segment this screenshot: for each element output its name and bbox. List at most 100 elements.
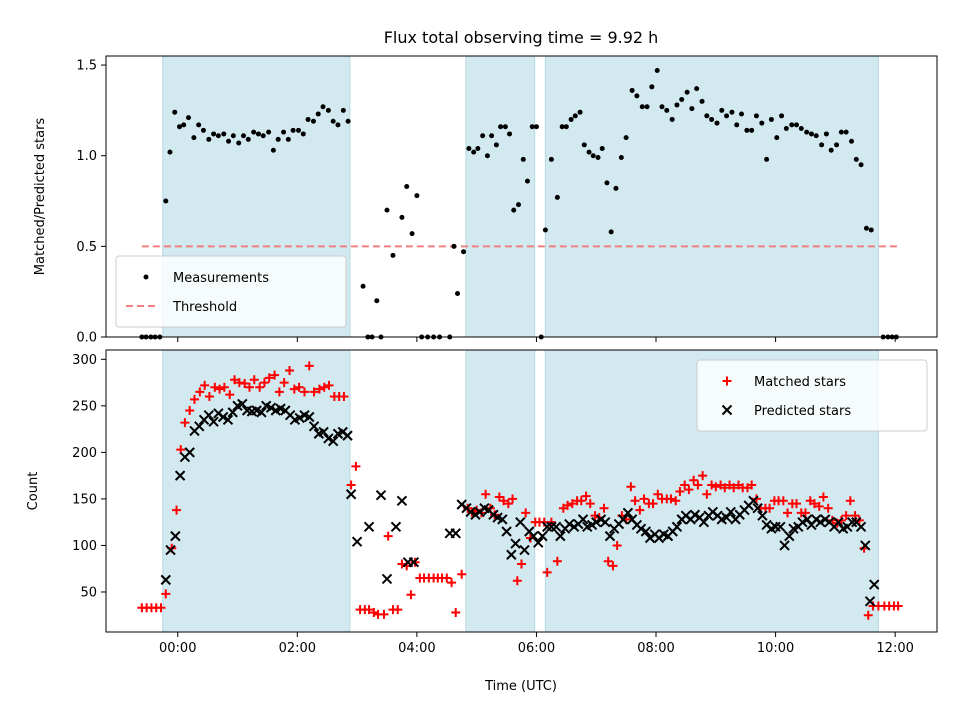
matched-stars-point [576, 496, 586, 506]
observing-windows [162, 55, 879, 338]
x-tick-label: 08:00 [637, 641, 674, 656]
matched-stars-point [626, 482, 636, 492]
measurements-point [586, 149, 592, 155]
measurements-point [634, 93, 640, 99]
measurements-point [251, 129, 257, 135]
measurements-point [669, 116, 675, 122]
legend-label: Predicted stars [754, 404, 851, 419]
measurements-point [260, 133, 266, 139]
matched-stars-point [503, 499, 513, 509]
ratio-x-ticks [177, 337, 896, 342]
measurements-point [310, 118, 316, 124]
matched-stars-point [689, 475, 699, 485]
measurements-point [275, 136, 281, 142]
predicted-stars-point [323, 433, 334, 444]
measurements-point [759, 120, 765, 126]
measurements-point [644, 104, 650, 110]
measurements-point [200, 127, 206, 133]
measurements-point [475, 145, 481, 151]
matched-stars-point [814, 501, 824, 511]
predicted-stars-point [622, 507, 634, 519]
y-tick-label: 100 [72, 539, 97, 554]
measurements-point [255, 131, 261, 137]
measurements-point [516, 202, 522, 208]
predicted-stars-point [846, 516, 858, 528]
measurements-point [724, 113, 730, 119]
measurements-point [163, 198, 169, 204]
matched-stars-point [225, 390, 235, 400]
legend-box [696, 359, 928, 432]
ratio-plot-frame [105, 55, 938, 338]
measurements-point [853, 156, 859, 162]
measurements-point [804, 129, 810, 135]
measurements-point [226, 138, 232, 144]
predicted-stars-point [779, 540, 790, 551]
matched-stars-point [729, 483, 739, 493]
matched-stars-point [499, 496, 509, 506]
measurements-point [734, 122, 740, 128]
matched-stars-point [893, 601, 903, 611]
matched-stars-point [379, 609, 389, 619]
measurements-point [548, 156, 554, 162]
predicted-stars-point [833, 516, 844, 528]
measurements-point [783, 126, 789, 132]
measurements-point [849, 138, 855, 144]
matched-stars-point [521, 508, 531, 518]
matched-stars-point [552, 556, 562, 566]
matched-stars-point [259, 378, 269, 388]
predicted-stars-point [541, 521, 553, 533]
measurements-point [843, 129, 849, 135]
predicted-stars-point [757, 510, 768, 521]
measurements-point [581, 142, 587, 148]
matched-stars-point [747, 480, 757, 490]
matched-stars-point [161, 589, 171, 599]
matched-stars-point [666, 494, 676, 504]
measurements-point [399, 214, 405, 220]
predicted-stars-point [506, 549, 517, 560]
matched-stars-point [230, 375, 240, 385]
measurements-point [674, 102, 680, 108]
matched-stars-point [204, 392, 214, 402]
measurements-point [484, 153, 490, 159]
measurements-point [172, 109, 178, 115]
measurements-point [704, 113, 710, 119]
measurements-point [270, 147, 276, 153]
measurements-point [404, 184, 410, 190]
predicted-stars-point [555, 530, 566, 542]
measurements-point [520, 156, 526, 162]
measurements-point [340, 107, 346, 113]
predicted-stars-point [797, 516, 808, 528]
matched-stars-point [599, 503, 609, 513]
measurements-point [493, 142, 499, 148]
measurements-point [590, 153, 596, 159]
measurements-point [325, 107, 331, 113]
matched-stars-point [630, 496, 640, 506]
matched-stars-point [249, 375, 259, 385]
measurements-point [489, 133, 495, 139]
matched-stars-point [581, 491, 591, 501]
matched-stars-point [369, 607, 379, 617]
measurements-point [608, 229, 614, 235]
matched-stars-point [845, 496, 855, 506]
predicted-stars-point [599, 516, 611, 528]
measurements-point [819, 142, 825, 148]
predicted-stars-point [465, 506, 476, 518]
matched-stars-point [542, 567, 552, 577]
predicted-stars-point [497, 514, 508, 525]
predicted-stars-point [217, 411, 229, 423]
measurements-point [689, 106, 695, 112]
count-plot-frame [105, 349, 938, 633]
predicted-stars-point [160, 574, 171, 586]
matched-stars-point [314, 384, 324, 394]
legend-label: Measurements [173, 271, 269, 286]
matched-stars-point [684, 485, 694, 495]
matched-stars-point [608, 561, 618, 571]
measurements-point [749, 127, 755, 133]
measurements-point [858, 162, 864, 168]
measurements-point [241, 133, 247, 139]
matched-stars-point [508, 494, 518, 504]
measurements-point [384, 207, 390, 213]
matched-stars-point [270, 370, 280, 380]
predicted-stars-point [501, 526, 512, 537]
predicted-stars-point [203, 409, 215, 421]
